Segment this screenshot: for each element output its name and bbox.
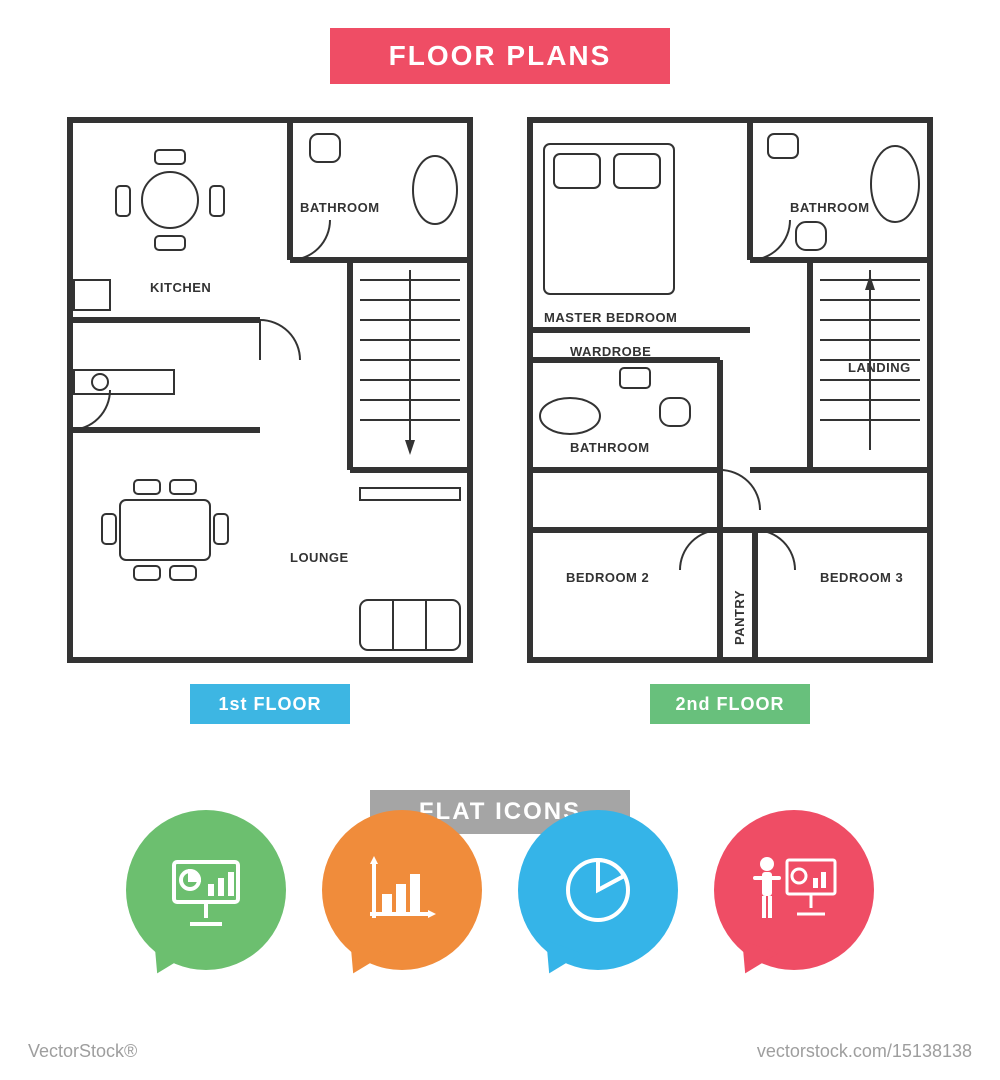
- room-label: LOUNGE: [290, 550, 349, 565]
- presenter-icon: [714, 810, 874, 970]
- second-floor-plan: 2nd FLOOR MASTER BEDROOMBATHROOMWARDROBE…: [520, 110, 940, 675]
- room-label: BATHROOM: [300, 200, 380, 215]
- floors-container: 1st FLOOR KITCHENBATHROOMLOUNGE: [0, 110, 1000, 675]
- first-floor-svg: [60, 110, 480, 670]
- room-label: WARDROBE: [570, 344, 651, 359]
- room-label: BEDROOM 2: [566, 570, 649, 585]
- watermark-left: VectorStock®: [28, 1041, 137, 1062]
- bar-chart-icon: [322, 810, 482, 970]
- room-label: KITCHEN: [150, 280, 211, 295]
- first-floor-label: 1st FLOOR: [190, 684, 350, 724]
- floor-plans-banner: FLOOR PLANS: [330, 28, 670, 84]
- second-floor-svg: [520, 110, 940, 670]
- room-label: LANDING: [848, 360, 911, 375]
- watermark-right: vectorstock.com/15138138: [757, 1041, 972, 1062]
- room-label: MASTER BEDROOM: [544, 310, 677, 325]
- flat-icons-row: [0, 810, 1000, 970]
- presentation-board-icon: [126, 810, 286, 970]
- second-floor-label: 2nd FLOOR: [650, 684, 810, 724]
- room-label: PANTRY: [732, 590, 747, 645]
- room-label: BATHROOM: [570, 440, 650, 455]
- pie-chart-icon: [518, 810, 678, 970]
- room-label: BATHROOM: [790, 200, 870, 215]
- first-floor-plan: 1st FLOOR KITCHENBATHROOMLOUNGE: [60, 110, 480, 675]
- room-label: BEDROOM 3: [820, 570, 903, 585]
